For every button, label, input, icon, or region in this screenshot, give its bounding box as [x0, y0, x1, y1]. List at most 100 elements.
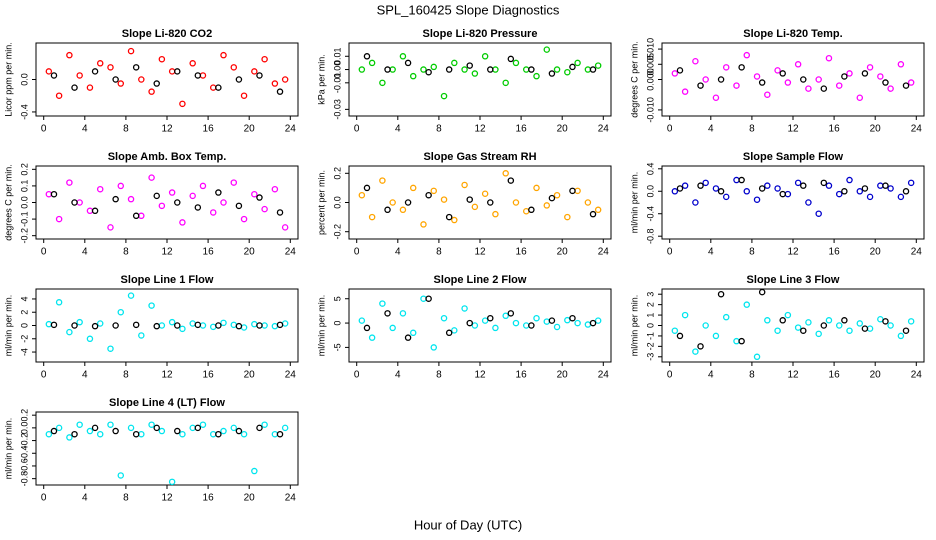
data-point — [717, 188, 725, 195]
panel-title: Slope Amb. Box Temp. — [108, 151, 227, 163]
data-point — [594, 317, 602, 324]
data-point — [825, 317, 833, 324]
data-point — [55, 215, 63, 223]
data-point — [86, 84, 94, 91]
data-point — [671, 327, 679, 334]
x-tick-label: 4 — [82, 493, 88, 504]
data-point — [66, 434, 73, 441]
data-point — [420, 295, 427, 302]
data-point — [50, 321, 58, 329]
data-point — [420, 66, 427, 73]
data-point — [430, 187, 438, 195]
y-tick-label: 0 — [645, 323, 655, 328]
x-tick-label: 12 — [161, 247, 173, 258]
y-tick-label: 1 — [645, 313, 655, 318]
data-point — [533, 314, 540, 322]
data-point — [902, 188, 910, 195]
data-point — [194, 72, 202, 79]
data-point — [271, 430, 279, 438]
data-point — [399, 310, 407, 317]
data-point — [96, 320, 104, 327]
data-point — [430, 63, 438, 71]
y-tick-label: 0.0 — [19, 196, 29, 209]
panel: Slope Li-820 Pressure 0 4 8 12 16 20 24 -0.03 -0.… — [316, 28, 612, 135]
data-point — [209, 430, 217, 438]
data-point — [512, 59, 520, 67]
data-point — [543, 202, 551, 209]
y-tick-label: -0.1 — [19, 211, 29, 227]
data-point — [76, 421, 83, 428]
data-point — [835, 82, 843, 89]
data-point — [712, 94, 720, 102]
data-point — [168, 68, 176, 75]
data-point — [55, 299, 63, 306]
plot-frame — [661, 165, 925, 240]
data-point — [148, 302, 155, 309]
x-tick-label: 20 — [557, 370, 569, 381]
x-tick-label: 4 — [395, 247, 401, 258]
data-point — [256, 194, 263, 201]
data-point — [194, 424, 202, 432]
y-axis-label: degrees C per min. — [3, 164, 13, 241]
data-point — [112, 427, 119, 435]
data-point — [492, 324, 499, 332]
data-point — [784, 79, 792, 86]
y-axis-label: degrees C per min. — [629, 41, 639, 118]
x-tick-label: 24 — [285, 247, 297, 258]
y-tick-label: -0.4 — [645, 206, 655, 222]
data-point — [174, 199, 181, 206]
data-point — [712, 332, 720, 340]
data-point — [158, 202, 166, 210]
x-tick-label: 16 — [829, 370, 841, 381]
x-tick-label: 20 — [870, 124, 882, 135]
x-tick-label: 20 — [244, 247, 256, 258]
data-point — [132, 64, 140, 71]
y-tick-label: 4 — [19, 296, 29, 301]
data-point — [758, 79, 766, 86]
data-point — [440, 92, 448, 100]
data-point — [907, 79, 915, 86]
data-point — [235, 427, 243, 435]
data-point — [132, 321, 140, 329]
data-point — [230, 179, 238, 186]
data-point — [132, 430, 140, 438]
data-point — [107, 64, 114, 71]
data-point — [440, 314, 448, 322]
data-point — [399, 206, 407, 214]
data-point — [379, 79, 386, 87]
data-point — [220, 319, 227, 327]
data-point — [276, 430, 284, 438]
data-point — [738, 64, 745, 71]
data-point — [112, 195, 119, 203]
data-point — [800, 182, 807, 189]
data-point — [209, 323, 217, 331]
y-tick-label: 0.0 — [645, 185, 655, 198]
data-point — [112, 76, 119, 83]
data-point — [45, 320, 53, 328]
data-point — [461, 305, 468, 312]
data-point — [861, 185, 869, 192]
y-tick-label: -1 — [645, 332, 655, 340]
data-point — [574, 319, 581, 327]
data-point — [158, 427, 166, 435]
data-point — [738, 176, 745, 184]
y-tick-label: -0.6 — [19, 458, 29, 474]
x-tick-label: 0 — [41, 493, 47, 504]
data-point — [199, 322, 207, 329]
data-point — [753, 353, 761, 361]
data-point — [794, 61, 802, 68]
data-point — [199, 72, 207, 79]
panel: Slope Li-820 CO2 0 4 8 12 16 20 24 -0.4 0.0 Licor … — [3, 28, 299, 135]
x-tick-label: 0 — [354, 124, 360, 135]
data-point — [127, 424, 135, 432]
data-point — [574, 59, 581, 67]
y-axis-label: percent per min. — [316, 170, 326, 235]
data-point — [722, 193, 730, 201]
data-point — [404, 59, 412, 67]
data-point — [153, 322, 160, 330]
panel: Slope Li-820 Temp. 0 4 8 12 16 20 24 -0.010 0.000… — [629, 28, 925, 135]
data-point — [887, 322, 894, 329]
y-tick-label: 0.2 — [19, 163, 29, 176]
x-tick-label: 8 — [749, 247, 755, 258]
y-tick-label: -0.4 — [19, 446, 29, 462]
